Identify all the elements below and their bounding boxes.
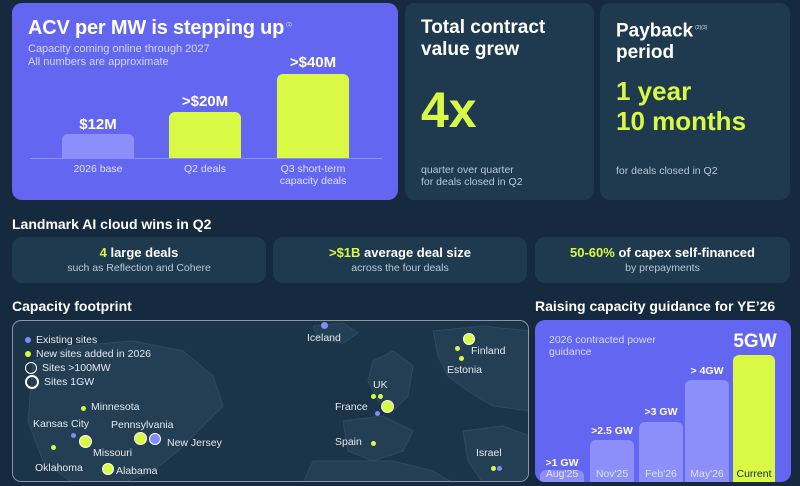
win-capex: 50-60% of capex self-financed by prepaym…: [535, 237, 790, 283]
marker-israel-2: [497, 466, 502, 471]
guidance-bar-aug25: [540, 470, 584, 482]
marker-uk-2: [378, 394, 383, 399]
payback-title: Payback (2)(3) period: [616, 20, 708, 64]
acv-baseline: [30, 158, 382, 159]
guidance-value-5: 5GW: [733, 331, 777, 352]
marker-finland: [463, 333, 475, 345]
acv-bar-2026-base: [62, 134, 134, 158]
place-alabama: Alabama: [116, 465, 158, 477]
tcv-title: Total contract value grew: [421, 17, 546, 60]
guidance-bar-feb26: [639, 422, 683, 482]
guidance-value-4: > 4GW: [690, 365, 724, 377]
guidance-subtitle: 2026 contracted power guidance: [549, 334, 656, 358]
place-kansas-city: Kansas City: [33, 418, 90, 430]
tcv-card: Total contract value grew 4x quarter over…: [405, 3, 594, 200]
guidance-label-5: Current: [736, 468, 772, 480]
marker-pennsylvania: [134, 432, 147, 445]
win-deals: 4 large deals such as Reflection and Coh…: [12, 237, 266, 283]
guidance-bar-nov25: [590, 440, 634, 482]
acv-value-1: $12M: [79, 116, 117, 133]
map-legend: Existing sites New sites added in 2026 S…: [25, 333, 151, 389]
guidance-label-4: May'26: [690, 468, 724, 480]
place-france: France: [335, 401, 368, 413]
acv-label-2: Q2 deals: [183, 163, 227, 175]
guidance-value-1: >1 GW: [545, 457, 579, 469]
win-deal-size: >$1B average deal size across the four d…: [273, 237, 527, 283]
marker-minnesota: [81, 406, 86, 411]
tcv-figure: 4x: [421, 82, 477, 138]
marker-oklahoma: [51, 445, 56, 450]
acv-subtitle: Capacity coming online through 2027 All …: [28, 43, 210, 68]
place-uk: UK: [373, 379, 388, 391]
wins-title: Landmark AI cloud wins in Q2: [12, 216, 212, 232]
place-israel: Israel: [476, 447, 502, 459]
marker-alabama: [102, 463, 114, 475]
guidance-bar-may26: [685, 380, 729, 482]
payback-note: for deals closed in Q2: [616, 165, 718, 177]
guidance-bar-current: [733, 355, 775, 482]
acv-bar-q3: [277, 74, 349, 158]
marker-israel-1: [491, 466, 496, 471]
marker-france-2: [375, 411, 380, 416]
ring-1gw-icon: [25, 375, 39, 389]
guidance-title: Raising capacity guidance for YE’26: [535, 298, 776, 314]
footprint-title: Capacity footprint: [12, 298, 132, 314]
existing-site-dot-icon: [25, 337, 31, 343]
acv-label-1: 2026 base: [73, 163, 123, 175]
guidance-card: 2026 contracted power guidance >1 GW >2.…: [535, 320, 791, 482]
marker-missouri: [79, 435, 92, 448]
place-new-jersey: New Jersey: [167, 437, 222, 449]
place-missouri: Missouri: [93, 447, 133, 459]
payback-figure: 1 year 10 months: [616, 76, 747, 136]
capacity-map: Existing sites New sites added in 2026 S…: [12, 320, 529, 482]
marker-iceland: [321, 322, 328, 329]
acv-card: ACV per MW is stepping up (1) Capacity co…: [12, 3, 398, 200]
acv-value-3: >$40M: [289, 54, 337, 71]
place-iceland: Iceland: [307, 332, 341, 344]
marker-finland-2: [455, 346, 460, 351]
guidance-label-1: Aug'25: [545, 468, 579, 480]
acv-title: ACV per MW is stepping up (1): [28, 17, 292, 39]
marker-france: [381, 400, 394, 413]
place-spain: Spain: [335, 436, 362, 448]
marker-new-jersey: [149, 433, 161, 445]
ring-100mw-icon: [25, 362, 37, 374]
marker-uk-1: [371, 394, 376, 399]
place-oklahoma: Oklahoma: [35, 462, 83, 474]
place-finland: Finland: [471, 345, 506, 357]
acv-bar-q2: [169, 112, 241, 158]
place-estonia: Estonia: [447, 364, 483, 376]
payback-card: Payback (2)(3) period 1 year 10 months for …: [600, 3, 790, 200]
new-site-dot-icon: [25, 351, 31, 357]
place-minnesota: Minnesota: [91, 401, 140, 413]
guidance-label-2: Nov'25: [595, 468, 629, 480]
tcv-note: quarter over quarter for deals closed in …: [421, 164, 523, 188]
guidance-value-3: >3 GW: [644, 406, 678, 418]
marker-kansas-city: [71, 433, 76, 438]
acv-value-2: >$20M: [181, 93, 229, 110]
guidance-label-3: Feb'26: [645, 468, 677, 480]
acv-label-3: Q3 short-term capacity deals: [279, 163, 347, 187]
marker-spain: [371, 441, 376, 446]
guidance-value-2: >2.5 GW: [591, 425, 633, 437]
place-pennsylvania: Pennsylvania: [111, 419, 174, 431]
marker-estonia: [459, 356, 464, 361]
